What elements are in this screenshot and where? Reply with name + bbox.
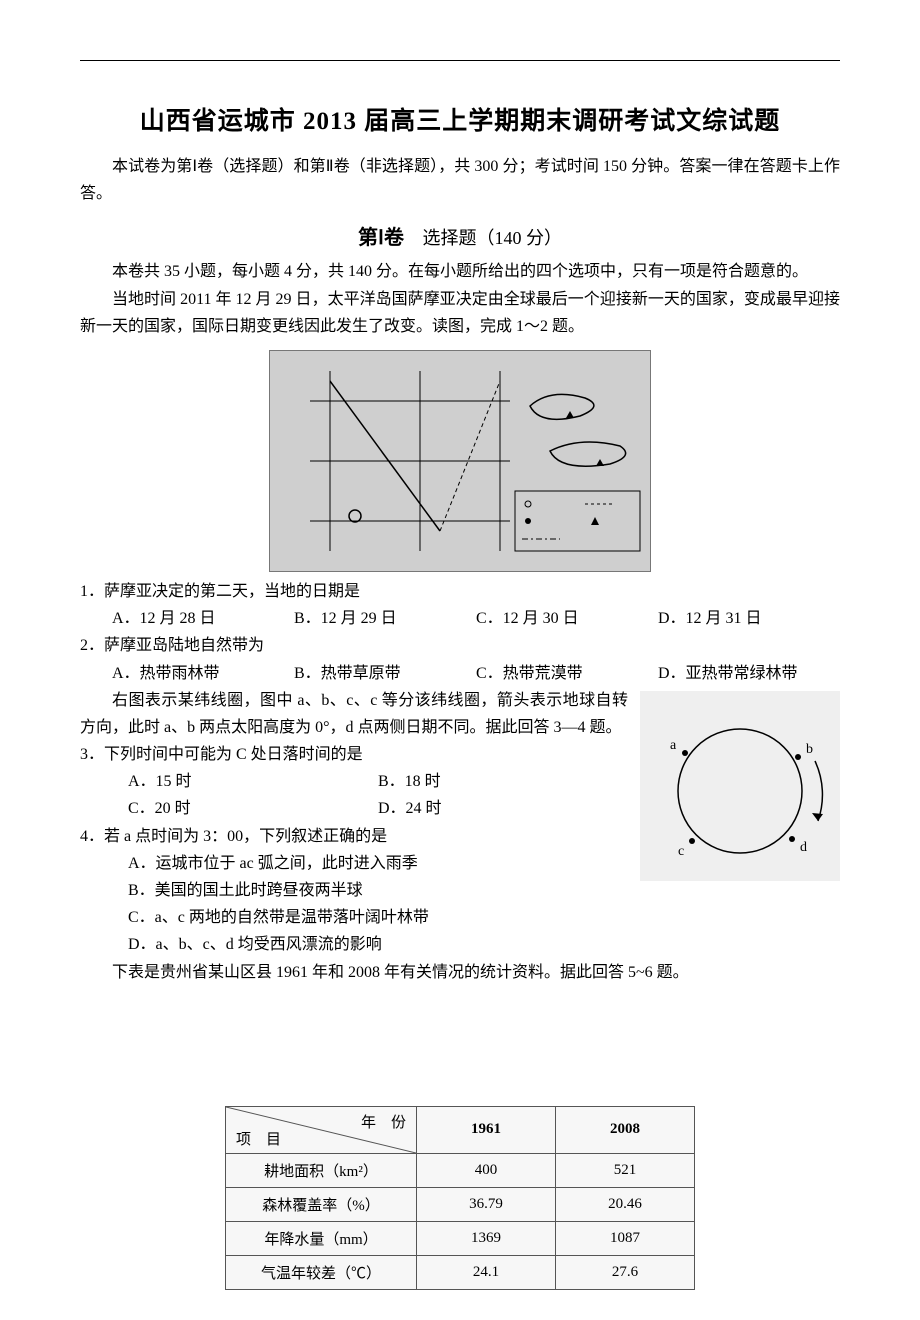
q3-opt-a: A．15 时 [128,768,378,795]
section-part: 第Ⅰ卷 [358,227,404,249]
svg-text:d: d [800,840,807,855]
q3-opt-c: C．20 时 [128,795,378,822]
q1-opt-b: B．12 月 29 日 [294,605,476,632]
q2-opt-d: D．亚热带常绿林带 [658,660,840,687]
q3-opt-d: D．24 时 [378,795,628,822]
table-cell: 400 [417,1153,556,1187]
q4-opt-b: B．美国的国土此时跨昼夜两半球 [80,877,840,904]
passage-1: 当地时间 2011 年 12 月 29 日，太平洋岛国萨摩亚决定由全球最后一个迎… [80,286,840,340]
table-row: 年降水量（mm） 1369 1087 [226,1221,695,1255]
q1-opt-d: D．12 月 31 日 [658,605,840,632]
q3-options-row1: A．15 时 B．18 时 [80,768,628,795]
section-1-heading: 第Ⅰ卷 选择题（140 分） [80,221,840,250]
page-title: 山西省运城市 2013 届高三上学期期末调研考试文综试题 [80,101,840,137]
table-col-2008: 2008 [556,1106,695,1153]
table-cell: 521 [556,1153,695,1187]
table-cell: 24.1 [417,1255,556,1289]
q4-opt-d: D．a、b、c、d 均受西风漂流的影响 [80,931,840,958]
q1-opt-a: A．12 月 28 日 [112,605,294,632]
section-sub: 选择题（140 分） [422,228,562,248]
q3-options-row2: C．20 时 D．24 时 [80,795,628,822]
svg-text:a: a [670,738,677,753]
data-table: 年 份 项 目 1961 2008 耕地面积（km²） 400 521 森林覆盖… [225,1106,695,1290]
table-row: 森林覆盖率（%） 36.79 20.46 [226,1187,695,1221]
table-row-label: 耕地面积（km²） [226,1153,417,1187]
q2-opt-b: B．热带草原带 [294,660,476,687]
table-col-1961: 1961 [417,1106,556,1153]
intro-2: 本卷共 35 小题，每小题 4 分，共 140 分。在每小题所给出的四个选项中，… [80,258,840,285]
table-row: 耕地面积（km²） 400 521 [226,1153,695,1187]
figure-map-samoa [269,350,651,572]
table-row-label: 森林覆盖率（%） [226,1187,417,1221]
q2-options: A．热带雨林带 B．热带草原带 C．热带荒漠带 D．亚热带常绿林带 [80,660,840,687]
q1-stem: 1．萨摩亚决定的第二天，当地的日期是 [80,578,840,605]
q4-opt-c: C．a、c 两地的自然带是温带落叶阔叶林带 [80,904,840,931]
data-table-wrap: 年 份 项 目 1961 2008 耕地面积（km²） 400 521 森林覆盖… [225,1106,695,1290]
svg-text:b: b [806,742,813,757]
top-rule [80,60,840,61]
table-cell: 20.46 [556,1187,695,1221]
table-cell: 1369 [417,1221,556,1255]
table-diag-header: 年 份 项 目 [226,1106,417,1153]
table-header-years: 年 份 [361,1111,406,1132]
q2-opt-a: A．热带雨林带 [112,660,294,687]
table-cell: 27.6 [556,1255,695,1289]
table-row-label: 年降水量（mm） [226,1221,417,1255]
q1-options: A．12 月 28 日 B．12 月 29 日 C．12 月 30 日 D．12… [80,605,840,632]
figure-latitude-circle: a b c d [640,691,840,881]
intro-1: 本试卷为第Ⅰ卷（选择题）和第Ⅱ卷（非选择题），共 300 分；考试时间 150 … [80,153,840,207]
table-cell: 1087 [556,1221,695,1255]
q2-opt-c: C．热带荒漠带 [476,660,658,687]
q2-stem: 2．萨摩亚岛陆地自然带为 [80,632,840,659]
svg-text:c: c [678,844,684,859]
table-cell: 36.79 [417,1187,556,1221]
table-row: 气温年较差（℃） 24.1 27.6 [226,1255,695,1289]
table-header-items: 项 目 [236,1128,281,1149]
q1-opt-c: C．12 月 30 日 [476,605,658,632]
passage-3: 下表是贵州省某山区县 1961 年和 2008 年有关情况的统计资料。据此回答 … [80,959,840,986]
table-row-label: 气温年较差（℃） [226,1255,417,1289]
q3-opt-b: B．18 时 [378,768,628,795]
